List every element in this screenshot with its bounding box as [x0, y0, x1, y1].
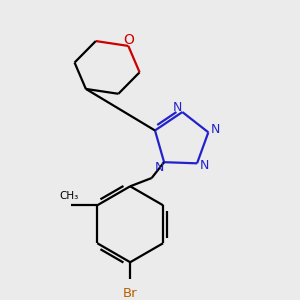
Text: Br: Br — [123, 287, 137, 300]
Text: N: N — [200, 160, 209, 172]
Text: CH₃: CH₃ — [60, 191, 79, 201]
Text: N: N — [154, 160, 164, 174]
Text: N: N — [211, 123, 220, 136]
Text: O: O — [123, 33, 134, 47]
Text: N: N — [173, 100, 182, 114]
